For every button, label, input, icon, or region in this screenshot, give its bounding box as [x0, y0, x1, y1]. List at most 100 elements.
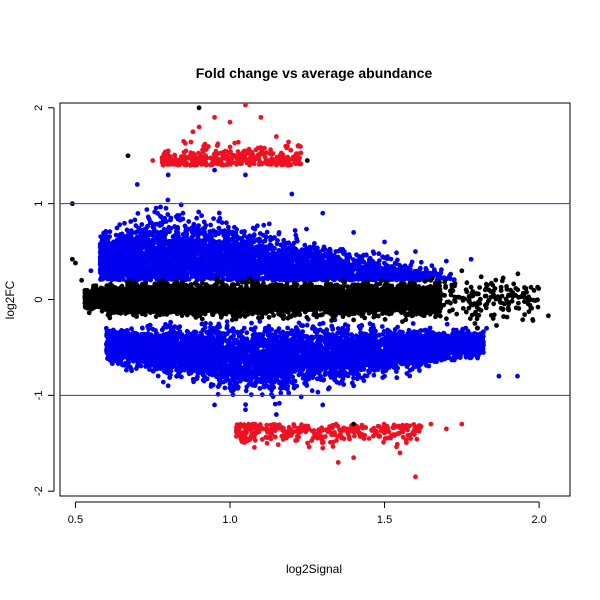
data-point-moderate	[165, 172, 171, 178]
data-point-strong	[413, 474, 418, 480]
data-point-strong	[190, 129, 196, 135]
y-tick-label: 1	[33, 201, 45, 207]
data-point-unchanged	[304, 292, 310, 298]
y-tick-label: -1	[33, 390, 45, 400]
data-point-unchanged	[335, 299, 341, 304]
data-point-moderate	[351, 230, 357, 235]
data-point-unchanged	[388, 306, 394, 312]
data-point-unchanged	[243, 287, 248, 293]
data-point-moderate	[484, 325, 489, 331]
data-point-unchanged	[304, 158, 310, 163]
data-point-strong	[443, 426, 449, 432]
data-point-unchanged	[125, 153, 131, 159]
data-point-moderate	[212, 402, 217, 408]
data-point-unchanged	[103, 301, 109, 307]
data-point-moderate	[165, 383, 171, 389]
data-point-moderate	[443, 354, 449, 360]
data-point-strong	[335, 460, 341, 465]
x-tick-label: 2.0	[531, 514, 546, 526]
data-point-unchanged	[212, 301, 217, 307]
data-point-moderate	[212, 167, 217, 173]
data-point-strong	[351, 455, 357, 461]
data-point-moderate	[103, 230, 109, 235]
data-point-unchanged	[366, 287, 372, 293]
chart-title: Fold change vs average abundance	[196, 65, 433, 81]
data-point-unchanged	[474, 325, 480, 331]
data-point-strong	[212, 114, 217, 120]
data-point-strong	[320, 445, 326, 451]
data-point-moderate	[382, 373, 387, 379]
x-axis-label: log2Signal	[286, 562, 342, 576]
data-point-unchanged	[273, 304, 279, 310]
data-point-moderate	[289, 191, 295, 197]
data-point-unchanged	[413, 297, 418, 302]
data-point-moderate	[413, 364, 418, 369]
y-tick-label: -2	[33, 486, 45, 496]
data-point-strong	[397, 450, 403, 456]
data-point-unchanged	[150, 306, 156, 312]
y-tick-label: 2	[33, 105, 45, 111]
data-point-unchanged	[443, 316, 449, 322]
data-point-strong	[181, 138, 187, 144]
data-point-strong	[165, 148, 171, 154]
data-point-unchanged	[521, 292, 527, 298]
data-point-moderate	[320, 210, 326, 216]
data-point-strong	[150, 158, 156, 163]
data-point-unchanged	[69, 256, 75, 262]
data-point-unchanged	[351, 421, 357, 427]
point-clouds	[82, 139, 542, 450]
data-point-unchanged	[406, 282, 412, 288]
data-point-strong	[289, 431, 295, 437]
data-point-unchanged	[88, 292, 94, 298]
data-point-strong	[258, 114, 264, 120]
cloud-moderate	[97, 197, 486, 407]
data-point-moderate	[496, 373, 502, 379]
data-point-strong	[227, 119, 233, 125]
data-point-unchanged	[490, 282, 496, 288]
data-point-moderate	[134, 354, 140, 360]
data-point-strong	[366, 436, 372, 441]
data-point-unchanged	[73, 260, 78, 266]
data-point-strong	[428, 421, 434, 427]
data-point-moderate	[474, 349, 480, 355]
data-point-moderate	[88, 268, 94, 274]
data-point-unchanged	[196, 105, 202, 111]
data-point-moderate	[273, 412, 279, 417]
data-point-moderate	[134, 182, 140, 187]
data-point-unchanged	[459, 268, 465, 274]
data-point-unchanged	[505, 306, 511, 312]
data-point-strong	[196, 124, 202, 130]
data-point-unchanged	[79, 277, 85, 283]
data-point-strong	[295, 143, 301, 149]
data-point-strong	[273, 134, 279, 139]
y-axis: -2 -1 0 1 2	[33, 105, 55, 496]
data-point-strong	[264, 440, 270, 446]
reference-lines	[60, 203, 570, 396]
data-point-moderate	[443, 258, 449, 264]
data-point-moderate	[320, 402, 326, 408]
y-tick-label: 0	[33, 296, 45, 302]
data-point-strong	[459, 421, 465, 427]
y-axis-label: log2FC	[3, 280, 17, 319]
data-point-unchanged	[181, 289, 187, 295]
data-point-moderate	[103, 325, 109, 331]
data-point-unchanged	[397, 292, 403, 298]
data-point-unchanged	[428, 277, 434, 283]
plot-frame	[59, 102, 571, 497]
x-tick-label: 1.0	[222, 514, 237, 526]
cloud-unchanged	[82, 271, 542, 328]
data-point-strong	[243, 102, 248, 108]
data-point-strong	[243, 426, 248, 432]
data-point-unchanged	[413, 306, 418, 312]
data-point-unchanged	[128, 282, 134, 288]
data-point-unchanged	[530, 318, 536, 323]
x-axis: 0.5 1.0 1.5 2.0	[68, 501, 547, 526]
data-point-moderate	[515, 373, 520, 379]
data-point-unchanged	[545, 313, 551, 319]
x-tick-label: 1.5	[377, 514, 392, 526]
data-point-moderate	[243, 172, 248, 178]
data-point-moderate	[351, 383, 357, 389]
data-point-moderate	[468, 256, 474, 262]
x-tick-label: 0.5	[68, 514, 83, 526]
